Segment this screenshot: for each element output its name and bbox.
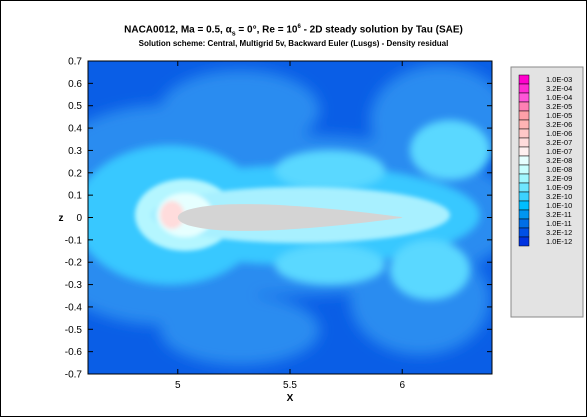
legend-swatch xyxy=(518,137,530,148)
legend-label: 3.2E-05 xyxy=(546,102,572,111)
legend-swatch xyxy=(518,236,530,247)
alpha-subscript: s xyxy=(231,30,236,38)
naca0012-airfoil xyxy=(177,204,403,231)
legend-swatch xyxy=(518,173,530,184)
legend-swatch xyxy=(518,227,530,238)
y-tick-label: 0 xyxy=(76,213,82,224)
chart-title: NACA0012, Ma = 0.5, αs = 0°, Re = 106 - … xyxy=(124,24,463,38)
y-tick-label: 0.3 xyxy=(68,146,82,157)
legend-label: 3.2E-10 xyxy=(546,192,572,201)
legend-label: 1.0E-06 xyxy=(546,129,572,138)
legend-label: 1.0E-04 xyxy=(546,93,572,102)
legend-swatch xyxy=(518,218,530,229)
legend-label: 3.2E-12 xyxy=(546,228,572,237)
plot-area xyxy=(88,61,492,374)
legend-swatch xyxy=(518,182,530,193)
legend-swatch xyxy=(518,119,530,130)
color-legend: 1.0E-033.2E-041.0E-043.2E-051.0E-053.2E-… xyxy=(510,66,584,318)
legend-label: 3.2E-09 xyxy=(546,174,572,183)
legend-label: 3.2E-07 xyxy=(546,138,572,147)
x-axis-label: X xyxy=(287,393,294,404)
chart-subtitle: Solution scheme: Central, Multigrid 5v, … xyxy=(138,39,449,48)
y-tick-label: -0.4 xyxy=(65,302,83,313)
legend-swatch xyxy=(518,191,530,202)
x-tick-label: 5.5 xyxy=(283,380,297,391)
legend-swatch xyxy=(518,110,530,121)
y-axis: 0.7 0.6 0.5 0.4 0.3 0.2 0.1 0 -0.1 -0.2 -0.3 -0.4 -0… xyxy=(65,57,492,381)
y-tick-label: 0.6 xyxy=(68,79,82,90)
legend-label: 1.0E-03 xyxy=(546,75,572,84)
legend-swatch xyxy=(518,164,530,175)
legend-swatch xyxy=(518,200,530,211)
y-tick-label: -0.5 xyxy=(65,325,83,336)
legend-label: 1.0E-12 xyxy=(546,237,572,246)
x-tick-label: 5 xyxy=(175,380,181,391)
legend-swatch xyxy=(518,101,530,112)
legend-label: 1.0E-08 xyxy=(546,165,572,174)
alpha-symbol: α xyxy=(225,24,232,36)
y-axis-label: z xyxy=(59,213,64,224)
y-tick-label: 0.5 xyxy=(68,101,82,112)
legend-label: 3.2E-11 xyxy=(546,210,572,219)
legend-label: 1.0E-09 xyxy=(546,183,572,192)
legend-swatch xyxy=(518,74,530,85)
legend-label: 3.2E-06 xyxy=(546,120,572,129)
legend-swatch xyxy=(518,155,530,166)
legend-label: 1.0E-05 xyxy=(546,111,572,120)
re-exponent: 6 xyxy=(297,24,301,30)
y-tick-label: -0.2 xyxy=(65,258,83,269)
legend-swatch xyxy=(518,146,530,157)
legend-label: 1.0E-11 xyxy=(546,219,572,228)
legend-swatch xyxy=(518,128,530,139)
y-tick-label: 0.1 xyxy=(68,191,82,202)
legend-label: 3.2E-04 xyxy=(546,84,572,93)
legend-swatch xyxy=(518,209,530,220)
y-tick-label: -0.6 xyxy=(65,347,83,358)
y-tick-label: 0.2 xyxy=(68,168,82,179)
legend-label: 3.2E-08 xyxy=(546,156,572,165)
y-tick-label: 0.7 xyxy=(68,57,82,68)
x-tick-label: 6 xyxy=(399,380,405,391)
y-tick-label: 0.4 xyxy=(68,124,82,135)
legend-swatch xyxy=(518,92,530,103)
legend-swatch xyxy=(518,83,530,94)
x-axis: 5 5.5 6 xyxy=(175,61,405,391)
y-tick-label: -0.7 xyxy=(65,370,83,381)
legend-label: 1.0E-10 xyxy=(546,201,572,210)
y-tick-label: -0.3 xyxy=(65,280,83,291)
y-tick-label: -0.1 xyxy=(65,235,83,246)
legend-label: 1.0E-07 xyxy=(546,147,572,156)
